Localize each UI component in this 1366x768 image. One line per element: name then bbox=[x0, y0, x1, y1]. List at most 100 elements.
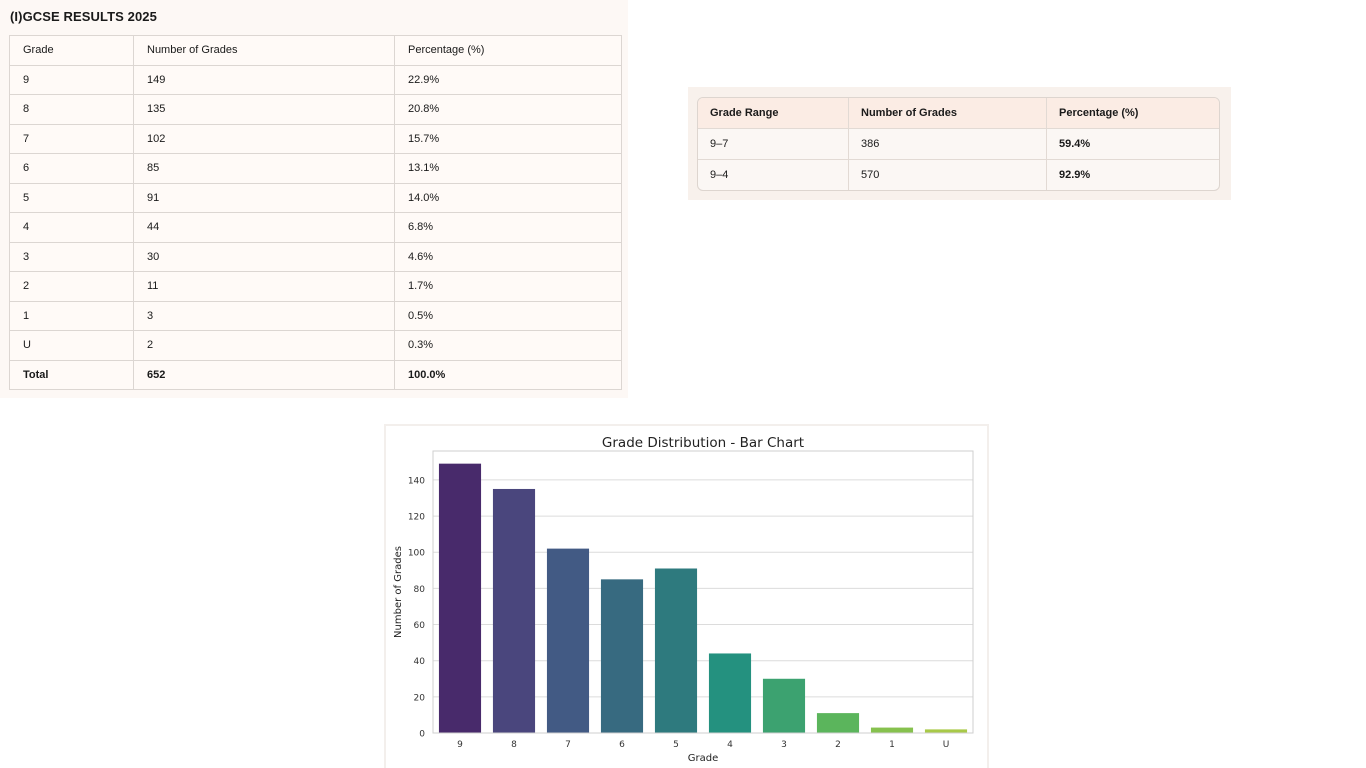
summary-table: Grade Range Number of Grades Percentage (%… bbox=[698, 98, 1219, 190]
bar bbox=[492, 488, 536, 733]
summary-header-row-cell: Grade Range bbox=[698, 98, 849, 129]
table-row-cell: 30 bbox=[133, 241, 395, 272]
table-row: 4 44 6.8% bbox=[9, 212, 622, 243]
results-table: Grade Number of Grades Percentage (%) 9 149 2… bbox=[9, 35, 622, 390]
table-row: 7 102 15.7% bbox=[9, 123, 622, 154]
x-tick-label: 8 bbox=[511, 740, 517, 750]
table-total-row-cell: 100.0% bbox=[394, 359, 622, 390]
y-tick-label: 40 bbox=[414, 657, 426, 667]
table-header-row-cell: Percentage (%) bbox=[394, 35, 622, 66]
summary-panel: Grade Range Number of Grades Percentage (%… bbox=[688, 87, 1231, 200]
x-tick-label: 9 bbox=[457, 740, 463, 750]
y-tick-label: 20 bbox=[414, 693, 426, 703]
table-row-cell: 4 bbox=[9, 212, 134, 243]
table-row-cell: 5 bbox=[9, 182, 134, 213]
y-tick-label: 120 bbox=[408, 513, 425, 523]
table-row: 5 91 14.0% bbox=[9, 182, 622, 213]
table-row-cell: 6 bbox=[9, 153, 134, 184]
summary-row: 9–4 570 92.9% bbox=[698, 159, 1219, 190]
table-row-cell: 9 bbox=[9, 64, 134, 95]
plot-frame bbox=[432, 450, 974, 734]
bar bbox=[546, 548, 590, 733]
table-header-row: Grade Number of Grades Percentage (%) bbox=[9, 35, 622, 66]
bar bbox=[438, 463, 482, 733]
table-row-cell: U bbox=[9, 330, 134, 361]
table-row: 6 85 13.1% bbox=[9, 153, 622, 184]
table-row-cell: 3 bbox=[133, 300, 395, 331]
summary-row-cell: 59.4% bbox=[1046, 128, 1219, 160]
table-total-row-cell: 652 bbox=[133, 359, 395, 390]
summary-row-cell: 386 bbox=[848, 128, 1047, 160]
y-axis-label: Number of Grades bbox=[393, 546, 404, 638]
table-row-cell: 20.8% bbox=[394, 94, 622, 125]
bar bbox=[600, 579, 644, 733]
table-row-cell: 7 bbox=[9, 123, 134, 154]
table-row-cell: 149 bbox=[133, 64, 395, 95]
table-row-cell: 1 bbox=[9, 300, 134, 331]
x-tick-label: 1 bbox=[889, 740, 895, 750]
bar bbox=[924, 729, 968, 733]
summary-row-cell: 9–7 bbox=[698, 128, 849, 160]
table-row-cell: 135 bbox=[133, 94, 395, 125]
y-tick-label: 80 bbox=[414, 585, 426, 595]
table-row: 9 149 22.9% bbox=[9, 64, 622, 95]
x-tick-label: 4 bbox=[727, 740, 733, 750]
x-tick-label: 7 bbox=[565, 740, 571, 750]
results-title: (I)GCSE RESULTS 2025 bbox=[10, 9, 157, 24]
summary-header-row: Grade Range Number of Grades Percentage (%… bbox=[698, 98, 1219, 129]
bar bbox=[708, 653, 752, 733]
table-row: 3 30 4.6% bbox=[9, 241, 622, 272]
table-row-cell: 2 bbox=[133, 330, 395, 361]
bar-chart: Grade Distribution - Bar Chart 0 20 40 60 80 1… bbox=[393, 435, 974, 764]
summary-row-cell: 92.9% bbox=[1046, 159, 1219, 190]
table-row-cell: 8 bbox=[9, 94, 134, 125]
table-row-cell: 6.8% bbox=[394, 212, 622, 243]
chart-card: Grade Distribution - Bar Chart 0 20 40 60 80 1… bbox=[386, 426, 987, 768]
bar bbox=[870, 727, 914, 733]
results-panel: (I)GCSE RESULTS 2025 Grade Number of Grad… bbox=[0, 0, 628, 398]
x-tick-label: 6 bbox=[619, 740, 625, 750]
summary-row: 9–7 386 59.4% bbox=[698, 128, 1219, 160]
chart-title: Grade Distribution - Bar Chart bbox=[602, 435, 804, 451]
y-tick-label: 140 bbox=[408, 476, 425, 486]
x-axis-label: Grade bbox=[688, 753, 719, 764]
bar bbox=[816, 713, 860, 733]
y-tick-label: 100 bbox=[408, 549, 425, 559]
table-header-row-cell: Number of Grades bbox=[133, 35, 395, 66]
table-row-cell: 0.3% bbox=[394, 330, 622, 361]
table-row: 2 11 1.7% bbox=[9, 271, 622, 302]
x-tick-label: 3 bbox=[781, 740, 787, 750]
table-row-cell: 15.7% bbox=[394, 123, 622, 154]
bar bbox=[762, 678, 806, 733]
x-tick-label: 5 bbox=[673, 740, 679, 750]
summary-header-row-cell: Percentage (%) bbox=[1046, 98, 1219, 129]
table-row-cell: 91 bbox=[133, 182, 395, 213]
table-row-cell: 14.0% bbox=[394, 182, 622, 213]
table-row-cell: 2 bbox=[9, 271, 134, 302]
table-row-cell: 11 bbox=[133, 271, 395, 302]
summary-row-cell: 570 bbox=[848, 159, 1047, 190]
table-row-cell: 4.6% bbox=[394, 241, 622, 272]
table-row-cell: 85 bbox=[133, 153, 395, 184]
table-row-cell: 3 bbox=[9, 241, 134, 272]
table-row-cell: 44 bbox=[133, 212, 395, 243]
table-row: U 2 0.3% bbox=[9, 330, 622, 361]
table-row: 1 3 0.5% bbox=[9, 300, 622, 331]
y-tick-label: 60 bbox=[414, 621, 426, 631]
table-total-row: Total 652 100.0% bbox=[9, 359, 622, 390]
summary-header-row-cell: Number of Grades bbox=[848, 98, 1047, 129]
table-total-row-cell: Total bbox=[9, 359, 134, 390]
y-tick-label: 0 bbox=[419, 730, 425, 740]
x-tick-label: 2 bbox=[835, 740, 841, 750]
x-tick-label: U bbox=[943, 740, 950, 750]
bar bbox=[654, 568, 698, 733]
table-row-cell: 13.1% bbox=[394, 153, 622, 184]
table-row-cell: 22.9% bbox=[394, 64, 622, 95]
table-row-cell: 1.7% bbox=[394, 271, 622, 302]
table-row: 8 135 20.8% bbox=[9, 94, 622, 125]
table-row-cell: 0.5% bbox=[394, 300, 622, 331]
summary-card: Grade Range Number of Grades Percentage (%… bbox=[697, 97, 1220, 191]
summary-row-cell: 9–4 bbox=[710, 169, 729, 181]
table-row-cell: 102 bbox=[133, 123, 395, 154]
table-header-row-cell: Grade bbox=[9, 35, 134, 66]
